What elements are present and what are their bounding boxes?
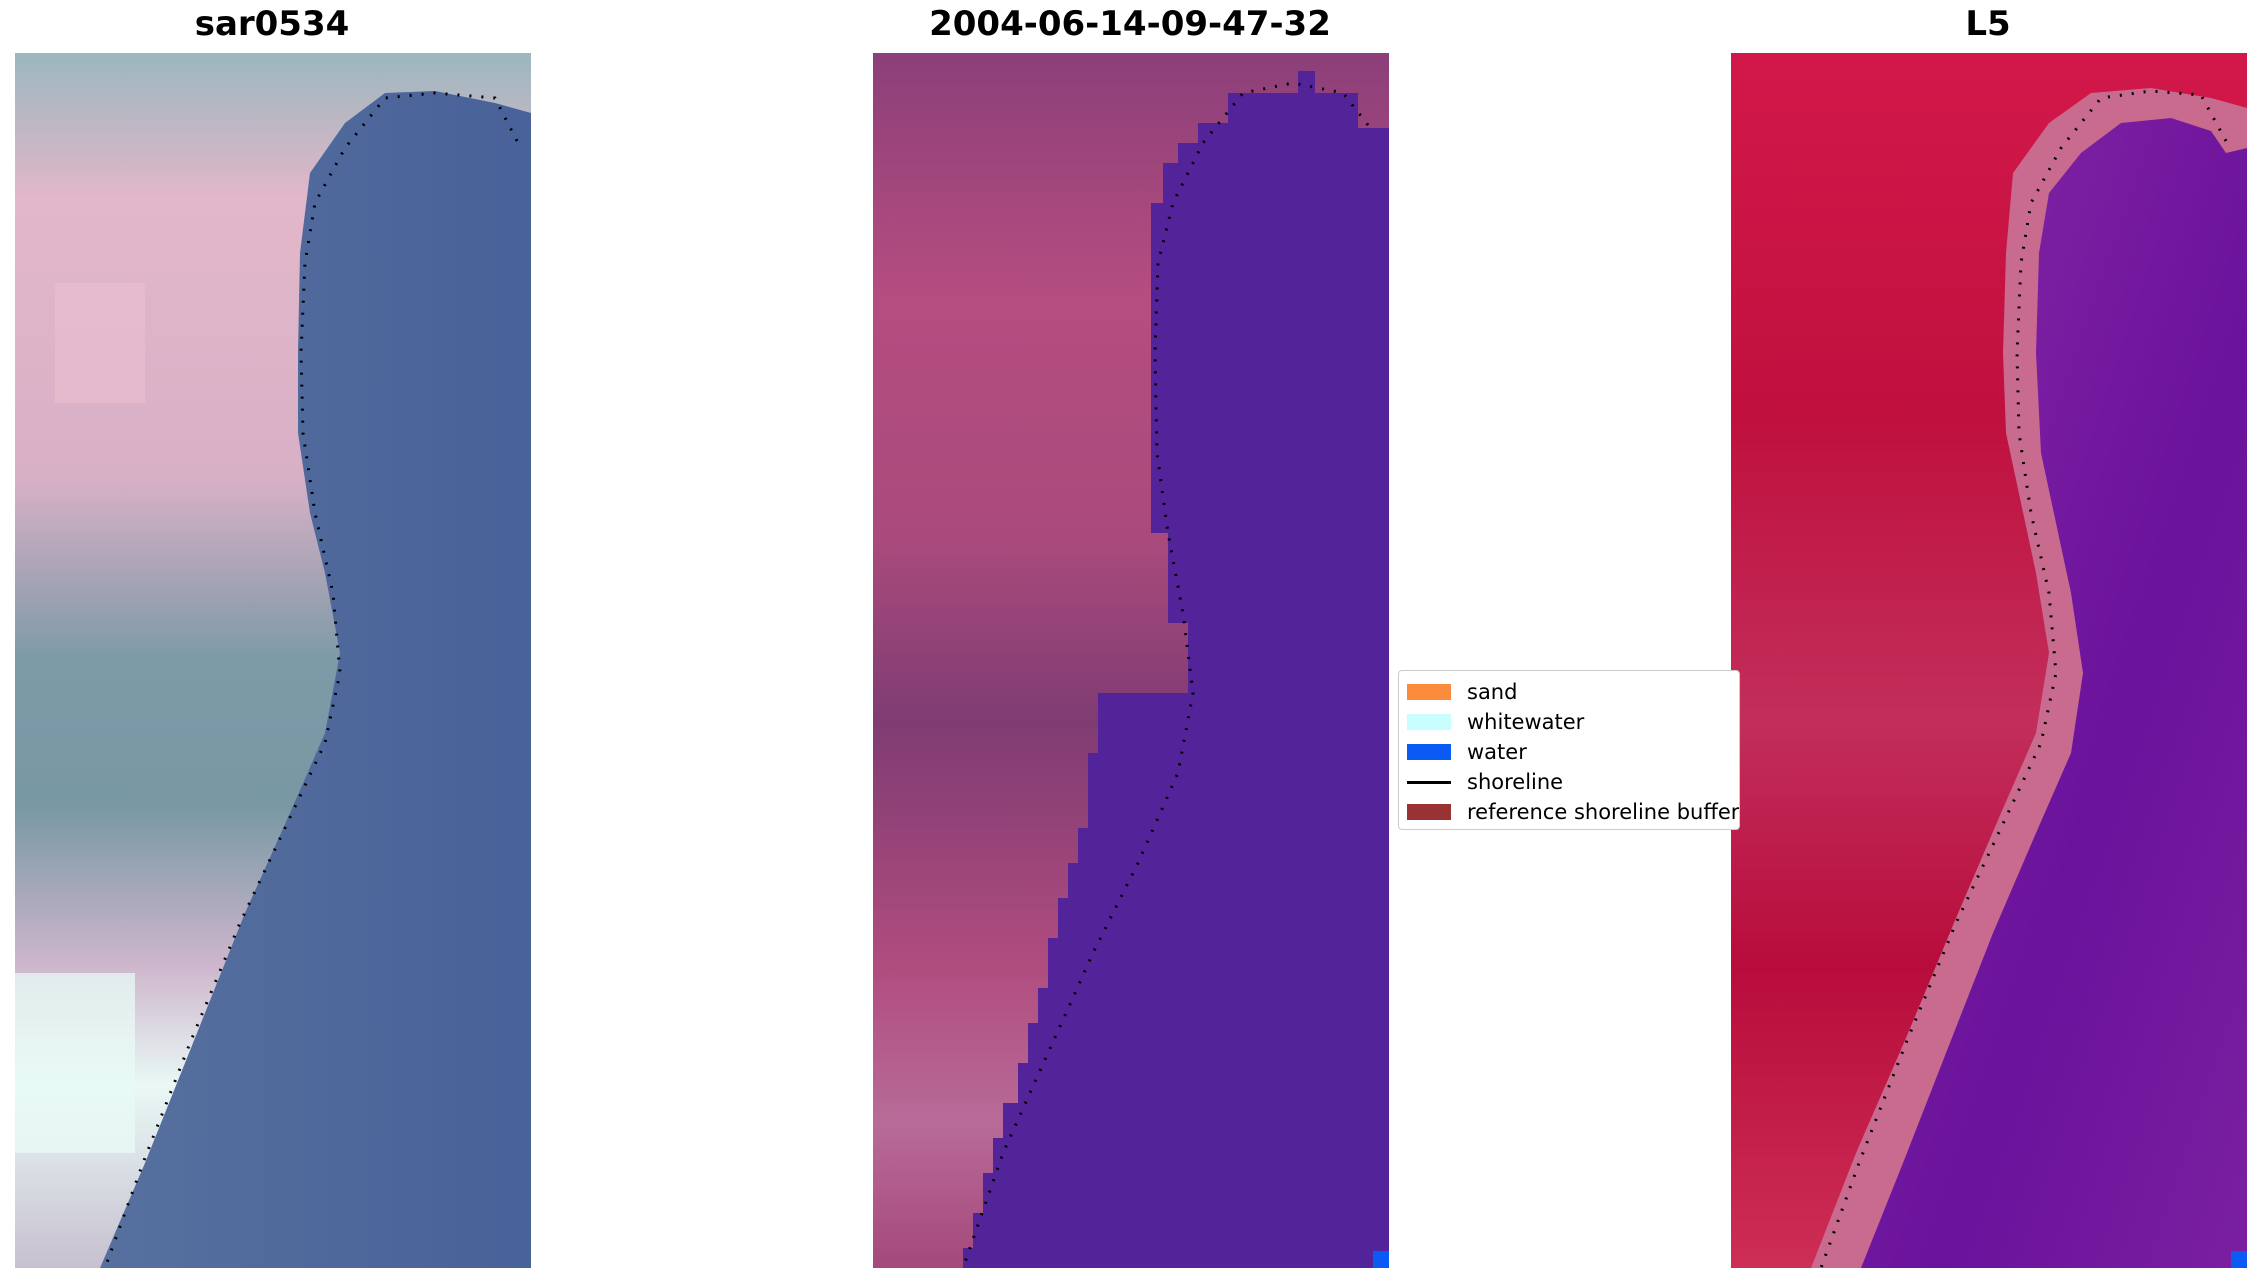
legend-item-reference-buffer: reference shoreline buffer [1407,799,1739,825]
water-pixel [1373,1251,1389,1268]
index-image-panel [1731,53,2247,1268]
classified-image-panel [873,53,1389,1268]
legend-label: shoreline [1467,770,1564,794]
legend-item-whitewater: whitewater [1407,709,1584,735]
shoreline-path [1819,89,2228,1268]
legend-item-shoreline: shoreline [1407,769,1563,795]
legend: sand whitewater water shoreline referenc… [1398,670,1740,830]
legend-label: sand [1467,680,1518,704]
legend-item-sand: sand [1407,679,1517,705]
legend-swatch [1407,714,1451,730]
legend-swatch [1407,684,1451,700]
water-region [1861,118,2247,1268]
water-region [963,71,1389,1268]
water-region [100,53,531,1268]
legend-swatch [1407,804,1451,820]
rgb-image-panel [15,53,531,1268]
panel-title-index: L5 [1965,4,2011,44]
legend-swatch [1407,744,1451,760]
panel-title-classified: 2004-06-14-09-47-32 [929,4,1331,44]
legend-item-water: water [1407,739,1527,765]
legend-line [1407,780,1451,784]
legend-label: water [1467,740,1527,764]
shoreline-path [961,81,1370,1268]
legend-label: reference shoreline buffer [1467,800,1740,824]
panel-title-rgb: sar0534 [194,4,350,44]
water-pixel [2231,1251,2247,1268]
legend-label: whitewater [1467,710,1585,734]
